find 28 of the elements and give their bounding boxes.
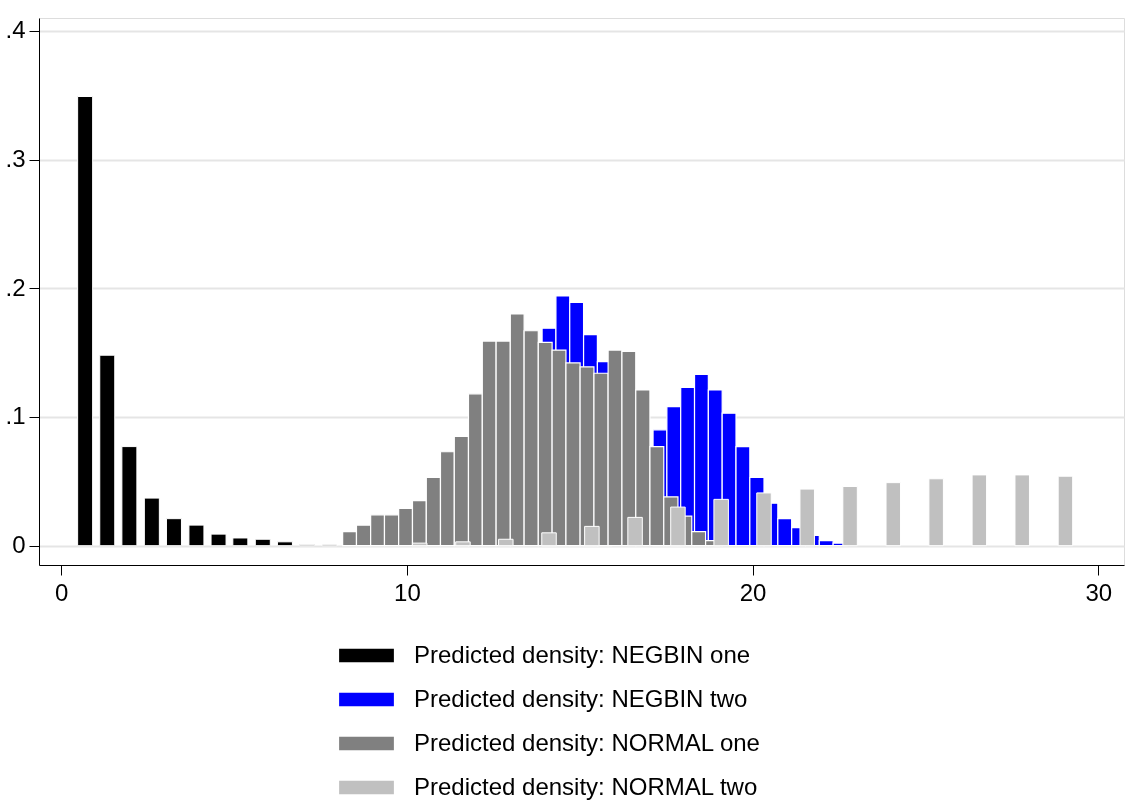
legend-label: Predicted density: NORMAL one [414, 728, 760, 756]
bar [254, 538, 271, 547]
bar [276, 541, 293, 547]
bar [77, 96, 94, 547]
y-tick-label: 0 [12, 531, 26, 559]
bar [885, 482, 902, 547]
bar [971, 474, 988, 547]
legend-label: Predicted density: NORMAL two [414, 772, 758, 800]
x-tick-label: 0 [55, 578, 69, 606]
bar [121, 446, 138, 547]
bar [99, 354, 116, 547]
bar [165, 518, 182, 547]
bar [928, 478, 944, 547]
x-tick-label: 10 [394, 578, 421, 606]
x-tick-label: 20 [739, 578, 767, 606]
y-tick-label: .3 [5, 145, 26, 173]
bar [188, 524, 205, 547]
bar [232, 537, 249, 547]
bar [143, 497, 160, 547]
bar [1014, 474, 1030, 547]
legend-label: Predicted density: NEGBIN one [414, 640, 751, 668]
y-tick-label: .4 [5, 16, 26, 44]
y-tick-label: .2 [5, 273, 26, 301]
bar [210, 533, 227, 547]
legend-label: Predicted density: NEGBIN two [414, 684, 748, 712]
bar [1057, 475, 1074, 547]
y-tick-label: .1 [5, 402, 26, 430]
x-tick-label: 30 [1085, 578, 1113, 606]
